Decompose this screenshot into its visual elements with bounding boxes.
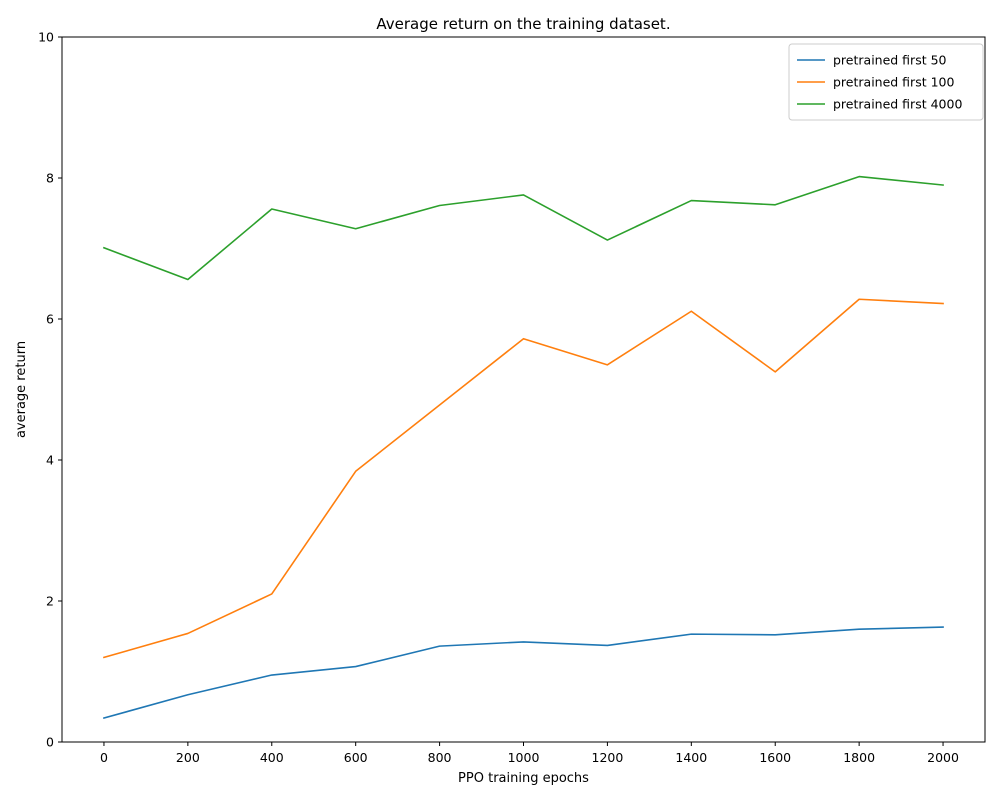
y-tick-label: 4 [46, 453, 54, 468]
chart-title: Average return on the training dataset. [376, 15, 670, 33]
x-tick-label: 1400 [675, 750, 707, 765]
y-axis-label: average return [14, 341, 29, 438]
plot-frame [61, 36, 986, 743]
x-tick-label: 1800 [843, 750, 875, 765]
x-tick-label: 1000 [508, 750, 540, 765]
x-axis: 0 200 400 600 800 1000 1200 1400 1600 1800 2000 [100, 742, 959, 765]
x-tick-label: 1200 [592, 750, 624, 765]
legend-label: pretrained first 50 [833, 53, 947, 68]
y-tick-label: 10 [38, 30, 54, 45]
legend-label: pretrained first 100 [833, 75, 954, 90]
x-tick-label: 0 [100, 750, 108, 765]
x-tick-label: 400 [260, 750, 284, 765]
x-tick-label: 600 [344, 750, 368, 765]
x-tick-label: 200 [176, 750, 200, 765]
series-lines [102, 175, 944, 720]
legend-label: pretrained first 4000 [833, 97, 962, 112]
series-line-1 [102, 626, 944, 720]
x-tick-label: 800 [428, 750, 452, 765]
x-tick-label: 2000 [927, 750, 959, 765]
series-line-3 [102, 175, 944, 281]
y-tick-label: 2 [46, 594, 54, 609]
legend: pretrained first 50 pretrained first 100 p… [788, 43, 984, 121]
y-tick-label: 6 [46, 312, 54, 327]
y-tick-label: 8 [46, 171, 54, 186]
series-line-2 [102, 298, 944, 659]
y-axis: 0 2 4 6 8 10 [38, 30, 62, 750]
legend-box [788, 43, 984, 121]
x-axis-label: PPO training epochs [458, 771, 589, 786]
y-tick-label: 0 [46, 735, 54, 750]
x-tick-label: 1600 [759, 750, 791, 765]
